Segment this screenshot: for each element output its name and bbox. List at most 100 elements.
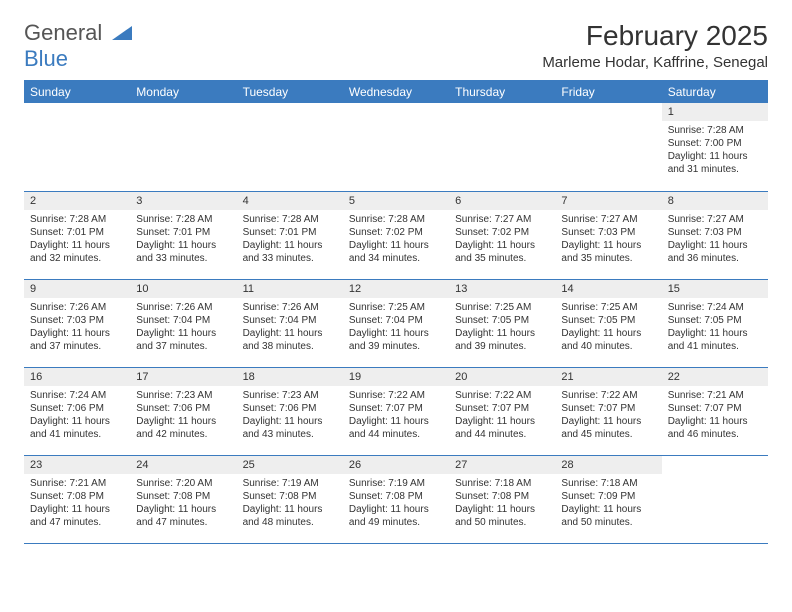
day-cell: 18Sunrise: 7:23 AMSunset: 7:06 PMDayligh…	[237, 367, 343, 455]
calendar-table: SundayMondayTuesdayWednesdayThursdayFrid…	[24, 80, 768, 544]
day-cell: 28Sunrise: 7:18 AMSunset: 7:09 PMDayligh…	[555, 455, 661, 543]
calendar-week-row: 2Sunrise: 7:28 AMSunset: 7:01 PMDaylight…	[24, 191, 768, 279]
day-cell: 4Sunrise: 7:28 AMSunset: 7:01 PMDaylight…	[237, 191, 343, 279]
day-cell: 21Sunrise: 7:22 AMSunset: 7:07 PMDayligh…	[555, 367, 661, 455]
day-cell: 7Sunrise: 7:27 AMSunset: 7:03 PMDaylight…	[555, 191, 661, 279]
day-cell: 11Sunrise: 7:26 AMSunset: 7:04 PMDayligh…	[237, 279, 343, 367]
day-number: 7	[555, 192, 661, 210]
day-number: 21	[555, 368, 661, 386]
day-details: Sunrise: 7:22 AMSunset: 7:07 PMDaylight:…	[449, 386, 555, 444]
day-cell: 10Sunrise: 7:26 AMSunset: 7:04 PMDayligh…	[130, 279, 236, 367]
day-details: Sunrise: 7:23 AMSunset: 7:06 PMDaylight:…	[130, 386, 236, 444]
logo-word1: General	[24, 20, 102, 45]
day-number: 14	[555, 280, 661, 298]
day-details: Sunrise: 7:28 AMSunset: 7:00 PMDaylight:…	[662, 121, 768, 179]
day-number: 11	[237, 280, 343, 298]
day-cell: 27Sunrise: 7:18 AMSunset: 7:08 PMDayligh…	[449, 455, 555, 543]
day-number: 12	[343, 280, 449, 298]
day-details: Sunrise: 7:23 AMSunset: 7:06 PMDaylight:…	[237, 386, 343, 444]
day-cell: 26Sunrise: 7:19 AMSunset: 7:08 PMDayligh…	[343, 455, 449, 543]
day-cell: 2Sunrise: 7:28 AMSunset: 7:01 PMDaylight…	[24, 191, 130, 279]
day-number: 16	[24, 368, 130, 386]
day-cell: 22Sunrise: 7:21 AMSunset: 7:07 PMDayligh…	[662, 367, 768, 455]
day-number: 5	[343, 192, 449, 210]
day-details: Sunrise: 7:27 AMSunset: 7:02 PMDaylight:…	[449, 210, 555, 268]
calendar-body: 1Sunrise: 7:28 AMSunset: 7:00 PMDaylight…	[24, 103, 768, 543]
day-details: Sunrise: 7:27 AMSunset: 7:03 PMDaylight:…	[555, 210, 661, 268]
day-cell: 1Sunrise: 7:28 AMSunset: 7:00 PMDaylight…	[662, 103, 768, 191]
day-cell: 12Sunrise: 7:25 AMSunset: 7:04 PMDayligh…	[343, 279, 449, 367]
weekday-header: Monday	[130, 81, 236, 104]
day-cell: 25Sunrise: 7:19 AMSunset: 7:08 PMDayligh…	[237, 455, 343, 543]
day-cell: 8Sunrise: 7:27 AMSunset: 7:03 PMDaylight…	[662, 191, 768, 279]
weekday-header: Wednesday	[343, 81, 449, 104]
day-details: Sunrise: 7:19 AMSunset: 7:08 PMDaylight:…	[237, 474, 343, 532]
day-cell: 20Sunrise: 7:22 AMSunset: 7:07 PMDayligh…	[449, 367, 555, 455]
day-number: 23	[24, 456, 130, 474]
day-number: 10	[130, 280, 236, 298]
day-number: 9	[24, 280, 130, 298]
weekday-header: Sunday	[24, 81, 130, 104]
day-number: 25	[237, 456, 343, 474]
day-details: Sunrise: 7:21 AMSunset: 7:07 PMDaylight:…	[662, 386, 768, 444]
day-number: 20	[449, 368, 555, 386]
day-cell: 9Sunrise: 7:26 AMSunset: 7:03 PMDaylight…	[24, 279, 130, 367]
empty-day-cell	[662, 455, 768, 543]
day-details: Sunrise: 7:28 AMSunset: 7:01 PMDaylight:…	[237, 210, 343, 268]
header: General Blue February 2025 Marleme Hodar…	[24, 20, 768, 72]
day-number: 4	[237, 192, 343, 210]
day-number: 27	[449, 456, 555, 474]
day-details: Sunrise: 7:21 AMSunset: 7:08 PMDaylight:…	[24, 474, 130, 532]
day-details: Sunrise: 7:18 AMSunset: 7:08 PMDaylight:…	[449, 474, 555, 532]
day-details: Sunrise: 7:28 AMSunset: 7:01 PMDaylight:…	[130, 210, 236, 268]
calendar-week-row: 23Sunrise: 7:21 AMSunset: 7:08 PMDayligh…	[24, 455, 768, 543]
day-number: 6	[449, 192, 555, 210]
day-cell: 23Sunrise: 7:21 AMSunset: 7:08 PMDayligh…	[24, 455, 130, 543]
day-details: Sunrise: 7:24 AMSunset: 7:06 PMDaylight:…	[24, 386, 130, 444]
day-details: Sunrise: 7:22 AMSunset: 7:07 PMDaylight:…	[343, 386, 449, 444]
day-details: Sunrise: 7:18 AMSunset: 7:09 PMDaylight:…	[555, 474, 661, 532]
day-details: Sunrise: 7:28 AMSunset: 7:02 PMDaylight:…	[343, 210, 449, 268]
day-cell: 24Sunrise: 7:20 AMSunset: 7:08 PMDayligh…	[130, 455, 236, 543]
day-number: 2	[24, 192, 130, 210]
weekday-header-row: SundayMondayTuesdayWednesdayThursdayFrid…	[24, 81, 768, 104]
day-number: 1	[662, 103, 768, 121]
day-cell: 6Sunrise: 7:27 AMSunset: 7:02 PMDaylight…	[449, 191, 555, 279]
day-number: 8	[662, 192, 768, 210]
day-number: 13	[449, 280, 555, 298]
day-number: 17	[130, 368, 236, 386]
day-details: Sunrise: 7:25 AMSunset: 7:05 PMDaylight:…	[449, 298, 555, 356]
day-number: 18	[237, 368, 343, 386]
empty-day-cell	[237, 103, 343, 191]
day-number: 22	[662, 368, 768, 386]
day-cell: 13Sunrise: 7:25 AMSunset: 7:05 PMDayligh…	[449, 279, 555, 367]
empty-day-cell	[555, 103, 661, 191]
empty-day-cell	[130, 103, 236, 191]
day-details: Sunrise: 7:24 AMSunset: 7:05 PMDaylight:…	[662, 298, 768, 356]
empty-day-cell	[343, 103, 449, 191]
day-details: Sunrise: 7:26 AMSunset: 7:04 PMDaylight:…	[130, 298, 236, 356]
weekday-header: Tuesday	[237, 81, 343, 104]
title-block: February 2025 Marleme Hodar, Kaffrine, S…	[542, 20, 768, 71]
day-number: 15	[662, 280, 768, 298]
calendar-week-row: 1Sunrise: 7:28 AMSunset: 7:00 PMDaylight…	[24, 103, 768, 191]
day-details: Sunrise: 7:20 AMSunset: 7:08 PMDaylight:…	[130, 474, 236, 532]
day-cell: 3Sunrise: 7:28 AMSunset: 7:01 PMDaylight…	[130, 191, 236, 279]
empty-day-cell	[24, 103, 130, 191]
day-number: 3	[130, 192, 236, 210]
weekday-header: Thursday	[449, 81, 555, 104]
logo-triangle-icon	[112, 20, 132, 46]
day-details: Sunrise: 7:26 AMSunset: 7:04 PMDaylight:…	[237, 298, 343, 356]
day-cell: 16Sunrise: 7:24 AMSunset: 7:06 PMDayligh…	[24, 367, 130, 455]
day-details: Sunrise: 7:19 AMSunset: 7:08 PMDaylight:…	[343, 474, 449, 532]
day-cell: 14Sunrise: 7:25 AMSunset: 7:05 PMDayligh…	[555, 279, 661, 367]
weekday-header: Saturday	[662, 81, 768, 104]
day-number: 26	[343, 456, 449, 474]
day-details: Sunrise: 7:25 AMSunset: 7:05 PMDaylight:…	[555, 298, 661, 356]
calendar-week-row: 9Sunrise: 7:26 AMSunset: 7:03 PMDaylight…	[24, 279, 768, 367]
empty-day-cell	[449, 103, 555, 191]
location: Marleme Hodar, Kaffrine, Senegal	[542, 54, 768, 71]
weekday-header: Friday	[555, 81, 661, 104]
day-number: 19	[343, 368, 449, 386]
calendar-week-row: 16Sunrise: 7:24 AMSunset: 7:06 PMDayligh…	[24, 367, 768, 455]
